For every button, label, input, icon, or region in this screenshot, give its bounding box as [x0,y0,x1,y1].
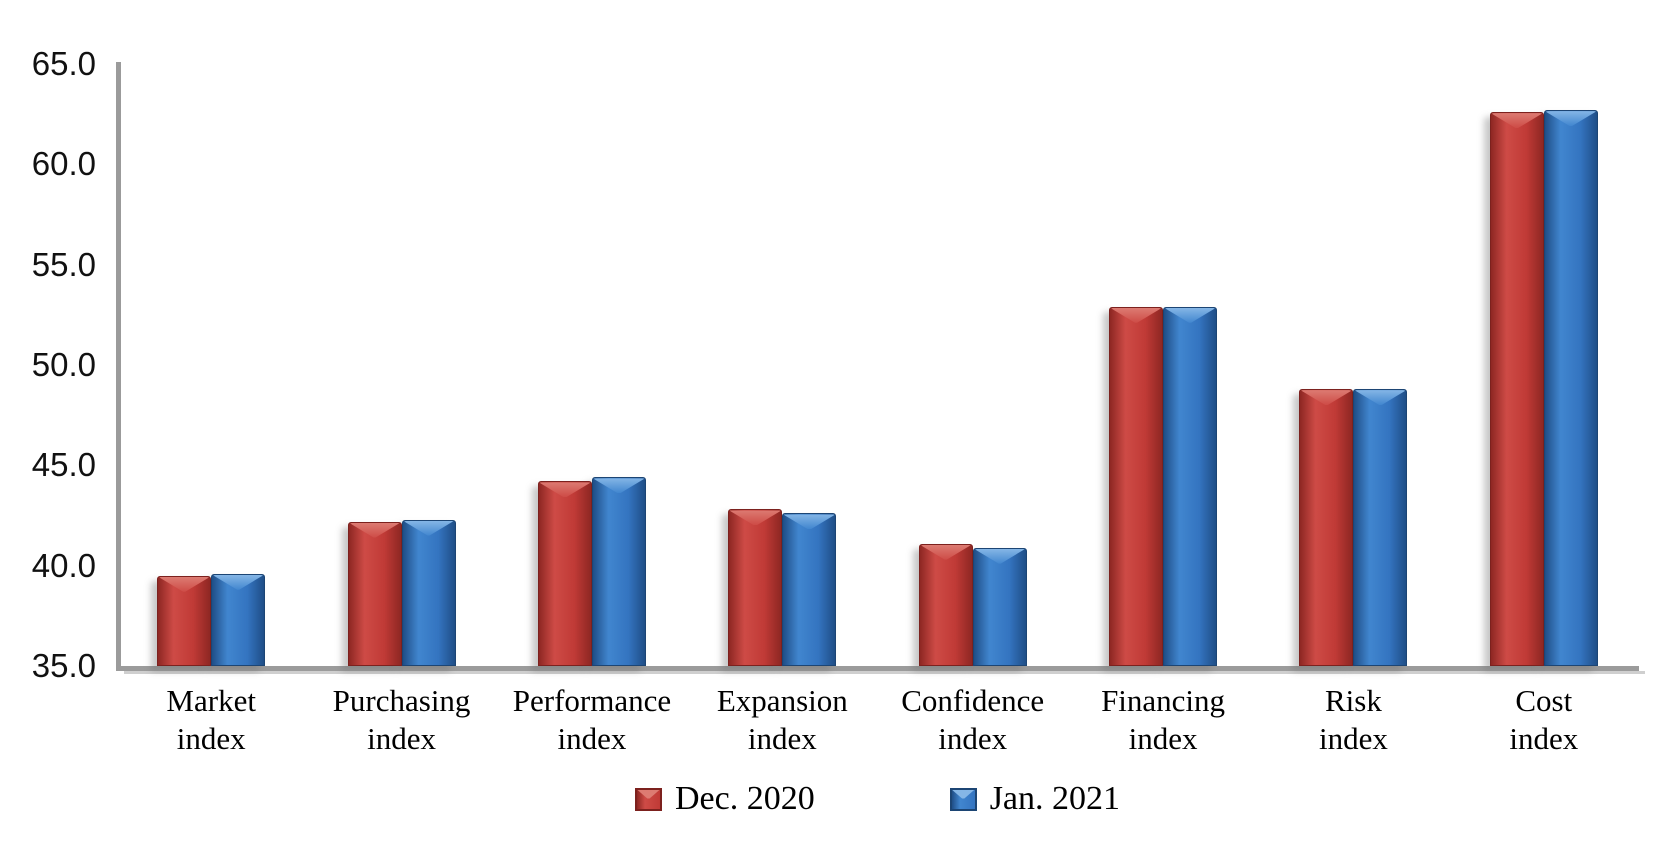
category-label-line: index [557,721,627,756]
category-label-line: index [367,721,436,756]
category-label-expansion-index: Expansion index [667,682,897,758]
y-tick-label-45.0: 45.0 [31,446,96,484]
category-label-line: index [176,721,246,756]
legend-item-jan-2021: Jan. 2021 [949,780,1121,818]
bar-dec-2020-performance-index [537,481,592,666]
category-label-line: Cost [1515,683,1573,718]
bar-jan-2021-financing-index [1163,306,1218,666]
category-label-confidence-index: Confidence index [858,682,1088,758]
category-label-line: index [1128,721,1198,756]
y-tick-label-35.0: 35.0 [31,647,96,684]
category-label-financing-index: Financing index [1048,682,1278,758]
category-label-cost-index: Cost index [1429,682,1659,758]
legend: Dec. 2020 Jan. 2021 [116,780,1639,818]
bar-dec-2020-expansion-index [728,509,783,666]
bar-dec-2020-cost-index [1489,112,1544,666]
bar-jan-2021-risk-index [1353,389,1408,666]
category-label-line: index [1509,721,1579,756]
legend-item-dec-2020: Dec. 2020 [634,780,815,818]
bar-jan-2021-confidence-index [972,547,1027,666]
bar-dec-2020-risk-index [1299,389,1354,666]
category-label-line: Financing [1101,683,1226,718]
legend-swatch-red-icon [634,787,662,811]
category-label-line: index [938,721,1008,756]
bar-jan-2021-cost-index [1543,110,1598,666]
y-tick-label-60.0: 60.0 [31,145,96,183]
y-tick-label-40.0: 40.0 [31,546,96,584]
y-tick-label-50.0: 50.0 [31,346,96,383]
category-label-line: Expansion [716,683,848,718]
bar-dec-2020-confidence-index [918,543,973,666]
category-label-line: Confidence [901,683,1045,718]
bar-dec-2020-market-index [157,575,212,666]
category-label-line: Market [166,683,256,718]
category-label-line: Risk [1325,683,1382,718]
category-label-performance-index: Performance index [477,682,707,758]
category-label-line: Performance [512,683,672,718]
x-axis-shadow [124,671,1645,674]
bar-dec-2020-purchasing-index [347,521,402,666]
bar-dec-2020-financing-index [1109,306,1164,666]
x-axis-line [116,666,1639,671]
bar-jan-2021-expansion-index [782,513,837,666]
category-label-purchasing-index: Purchasing index [287,682,517,758]
legend-label-jan-2021: Jan. 2021 [989,780,1121,817]
bar-jan-2021-performance-index [591,477,646,666]
category-label-line: index [1319,721,1388,756]
legend-label-dec-2020: Dec. 2020 [674,780,815,817]
y-tick-label-65.0: 65.0 [31,45,96,82]
bar-jan-2021-market-index [211,573,266,666]
bar-jan-2021-purchasing-index [401,519,456,666]
category-label-market-index: Market index [96,682,326,758]
y-tick-label-55.0: 55.0 [31,245,96,283]
category-label-line: index [747,721,817,756]
legend-swatch-blue-icon [949,787,977,811]
category-label-line: Purchasing [332,683,471,718]
y-axis-line [116,62,121,671]
category-label-risk-index: Risk index [1238,682,1468,758]
